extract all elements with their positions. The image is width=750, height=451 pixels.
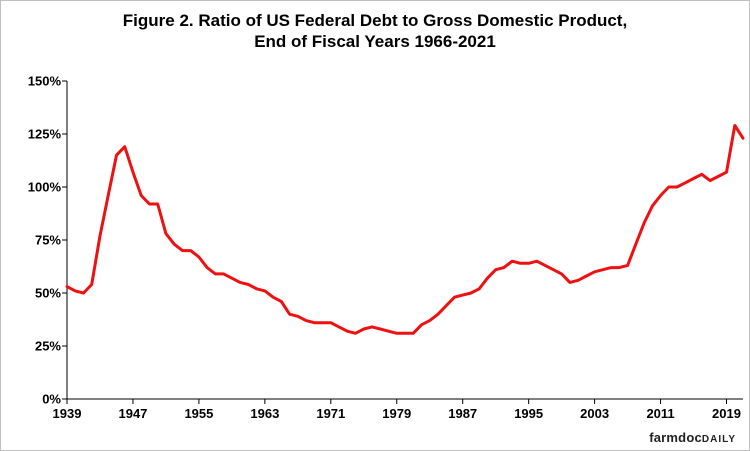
x-tick-label: 1963 bbox=[250, 406, 279, 421]
x-axis: 1939 1947 1955 1963 1971 1979 1987 1995 2003 2011… bbox=[53, 398, 743, 421]
x-tick-label: 2011 bbox=[646, 406, 674, 421]
y-tick-label: 0% bbox=[42, 392, 61, 407]
x-tick-label: 1979 bbox=[382, 406, 411, 421]
x-tick-label: 2003 bbox=[580, 406, 609, 421]
x-tick-label: 2019 bbox=[712, 406, 741, 421]
y-tick-label: 75% bbox=[35, 233, 61, 248]
x-tick-label: 1947 bbox=[118, 406, 147, 421]
x-tick-label: 1987 bbox=[448, 406, 477, 421]
x-tick-label: 1939 bbox=[53, 406, 82, 421]
y-tick-label: 150% bbox=[28, 74, 62, 89]
y-tick-label: 100% bbox=[28, 180, 62, 195]
brand-suffix: DAILY bbox=[701, 434, 736, 445]
y-axis: 0% 25% 50% 75% 100% 125% 150% bbox=[28, 74, 68, 407]
brand-name: farmdoc bbox=[649, 430, 702, 445]
series-line bbox=[65, 124, 745, 335]
brand-logo: farmdocDAILY bbox=[649, 430, 736, 445]
x-tick-label: 1955 bbox=[184, 406, 213, 421]
y-tick-label: 25% bbox=[35, 339, 61, 354]
series-layer bbox=[65, 124, 745, 335]
chart-title: Figure 2. Ratio of US Federal Debt to Gr… bbox=[0, 10, 750, 52]
x-tick-label: 1971 bbox=[316, 406, 345, 421]
chart-title-line-2: End of Fiscal Years 1966-2021 bbox=[254, 32, 496, 51]
x-tick-label: 1995 bbox=[514, 406, 543, 421]
y-tick-label: 50% bbox=[35, 286, 61, 301]
y-tick-label: 125% bbox=[28, 127, 62, 142]
chart-title-line-1: Figure 2. Ratio of US Federal Debt to Gr… bbox=[122, 11, 628, 30]
